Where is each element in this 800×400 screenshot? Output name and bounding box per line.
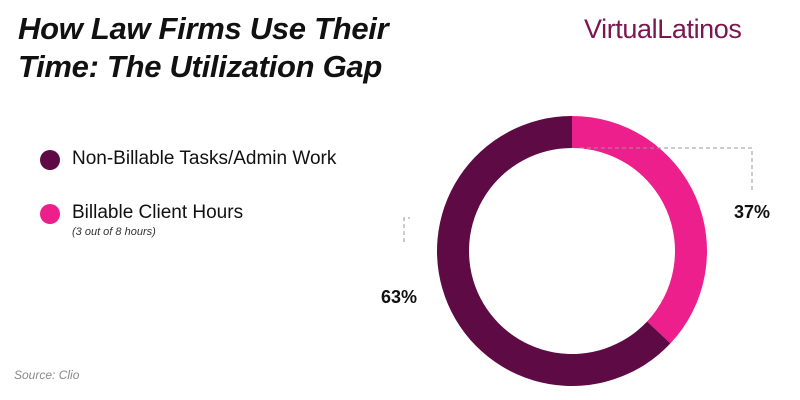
source-note: Source: Clio xyxy=(14,368,80,382)
chart-title: How Law Firms Use Their Time: The Utiliz… xyxy=(18,10,478,86)
legend-swatch-billable xyxy=(40,204,60,224)
legend-label-non-billable: Non-Billable Tasks/Admin Work xyxy=(72,148,337,169)
brand-logo-part-1: Virtual xyxy=(584,14,658,44)
brand-logo: VirtualLatinos xyxy=(584,14,742,45)
chart-title-line-1: How Law Firms Use Their xyxy=(18,11,389,46)
legend-note: (3 out of 8 hours) xyxy=(72,226,156,238)
leader-line-2 xyxy=(403,217,410,242)
data-label-1: 37% xyxy=(734,202,770,222)
data-label-2: 63% xyxy=(381,287,417,307)
legend-label-billable: Billable Client Hours xyxy=(72,202,244,223)
brand-logo-part-2: Latinos xyxy=(657,14,742,44)
legend-swatch-non-billable xyxy=(40,150,60,170)
donut-slice-billable-client-hours xyxy=(572,116,707,344)
donut-slice-non-billable-tasks-admin-work xyxy=(437,116,671,386)
leader-line-1 xyxy=(580,147,753,190)
chart-title-line-2: Time: The Utilization Gap xyxy=(18,49,382,84)
